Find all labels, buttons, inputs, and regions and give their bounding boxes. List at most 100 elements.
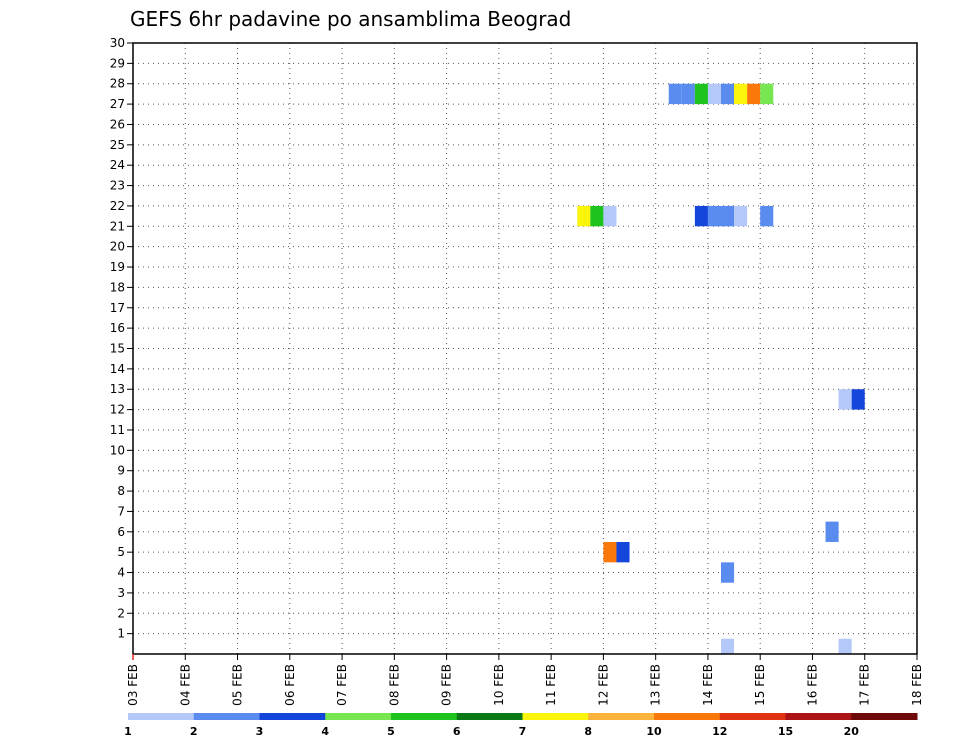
x-tick-label: 09 FEB [440, 664, 454, 706]
precip-cell [681, 83, 695, 105]
y-tick-label: 26 [110, 117, 125, 131]
precip-cell [668, 83, 682, 105]
precip-cell [851, 389, 865, 410]
precip-cell [603, 205, 617, 227]
precip-cell [747, 83, 761, 105]
colorbar-label: 3 [256, 725, 264, 738]
colorbar-label: 20 [844, 725, 860, 738]
y-tick-label: 15 [110, 342, 125, 356]
y-tick-label: 11 [110, 423, 125, 437]
x-tick-label: 04 FEB [178, 664, 192, 706]
y-tick-label: 17 [110, 301, 125, 315]
y-tick-label: 25 [110, 138, 125, 152]
y-tick-label: 3 [117, 586, 125, 600]
colorbar-segment [456, 713, 523, 720]
y-tick-label: 18 [110, 280, 125, 294]
colorbar-segment [259, 713, 326, 720]
y-tick-label: 7 [117, 504, 125, 518]
cells [577, 83, 865, 654]
colorbar-segment [325, 713, 392, 720]
precip-cell [721, 562, 735, 583]
y-tick-label: 16 [110, 321, 125, 335]
colorbar-label: 2 [190, 725, 198, 738]
y-tick-label: 29 [110, 56, 125, 70]
colorbar-label: 1 [124, 725, 132, 738]
y-tick-label: 21 [110, 219, 125, 233]
y-tick-label: 2 [117, 606, 125, 620]
colorbar-label: 7 [519, 725, 527, 738]
x-tick-label: 05 FEB [231, 664, 245, 706]
precip-cell [760, 83, 774, 105]
y-tick-label: 14 [110, 362, 125, 376]
axes: 1234567891011121314151617181920212223242… [110, 36, 924, 706]
y-tick-label: 24 [110, 158, 125, 172]
x-tick-label: 13 FEB [649, 664, 663, 706]
x-tick-label: 10 FEB [492, 664, 506, 706]
colorbar-segment [719, 713, 786, 720]
colorbar: 1 2 3 4 5 6 7 8 10 12 15 20 [124, 713, 918, 738]
colorbar-segment [654, 713, 721, 720]
precip-cell [721, 638, 735, 654]
y-tick-label: 10 [110, 443, 125, 457]
colorbar-segment [785, 713, 852, 720]
y-tick-label: 9 [117, 464, 125, 478]
colorbar-label: 5 [387, 725, 395, 738]
precip-cell [760, 205, 774, 227]
precip-cell [694, 205, 708, 227]
colorbar-segment [522, 713, 589, 720]
precip-cell [838, 638, 852, 654]
grid [133, 42, 917, 654]
colorbar-segment [128, 713, 195, 720]
x-tick-label: 06 FEB [283, 664, 297, 706]
y-tick-label: 12 [110, 403, 125, 417]
y-tick-label: 28 [110, 77, 125, 91]
y-tick-label: 1 [117, 627, 125, 641]
colorbar-label: 6 [453, 725, 461, 738]
y-tick-label: 23 [110, 179, 125, 193]
x-tick-label: 12 FEB [596, 664, 610, 706]
y-tick-label: 4 [117, 566, 125, 580]
colorbar-segment [193, 713, 260, 720]
x-tick-label: 07 FEB [335, 664, 349, 706]
colorbar-label: 10 [646, 725, 662, 738]
x-tick-label: 08 FEB [387, 664, 401, 706]
colorbar-segment [391, 713, 458, 720]
y-tick-label: 6 [117, 525, 125, 539]
precip-cell [707, 205, 721, 227]
plot-frame [132, 42, 918, 655]
precip-cell [694, 83, 708, 105]
x-tick-label: 17 FEB [858, 664, 872, 706]
y-tick-label: 22 [110, 199, 125, 213]
colorbar-label: 12 [712, 725, 727, 738]
y-tick-label: 30 [110, 36, 125, 50]
precip-cell [734, 205, 748, 227]
y-tick-label: 19 [110, 260, 125, 274]
x-tick-label: 14 FEB [701, 664, 715, 706]
colorbar-label: 15 [778, 725, 793, 738]
precip-cell [825, 521, 839, 542]
colorbar-segment [588, 713, 655, 720]
precip-cell [616, 541, 630, 563]
y-tick-label: 13 [110, 382, 125, 396]
precip-cell [734, 83, 748, 105]
x-tick-label: 16 FEB [805, 664, 819, 706]
colorbar-label: 4 [321, 725, 329, 738]
precip-cell [838, 389, 852, 410]
x-tick-label: 11 FEB [544, 664, 558, 706]
x-tick-label: 15 FEB [753, 664, 767, 706]
colorbar-label: 8 [584, 725, 592, 738]
x-tick-label: 18 FEB [910, 664, 924, 706]
y-tick-label: 5 [117, 545, 125, 559]
precip-cell [603, 541, 617, 563]
chart-title: GEFS 6hr padavine po ansamblima Beograd [130, 7, 571, 31]
x-tick-label: 03 FEB [126, 664, 140, 706]
y-tick-label: 20 [110, 240, 125, 254]
precip-cell [577, 205, 591, 227]
y-tick-label: 8 [117, 484, 125, 498]
precip-cell [721, 205, 735, 227]
colorbar-segment [851, 713, 918, 720]
precip-cell [590, 205, 604, 227]
y-tick-label: 27 [110, 97, 125, 111]
